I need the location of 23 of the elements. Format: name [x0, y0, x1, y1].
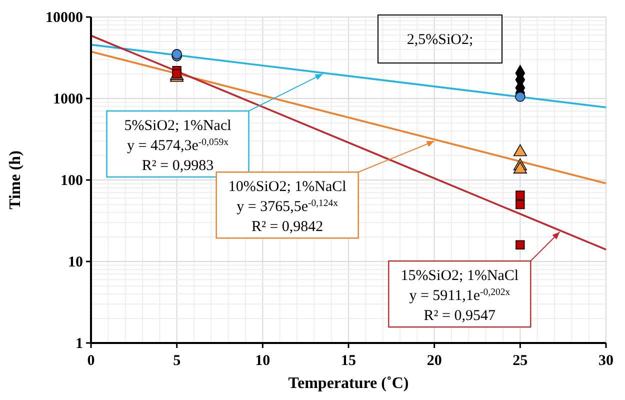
x-axis-title: Temperature (˚C) [288, 375, 409, 392]
point [516, 240, 525, 250]
x-tick-label: 5 [173, 353, 181, 369]
point [516, 200, 525, 210]
x-tick-label: 10 [255, 353, 270, 369]
point [515, 92, 526, 102]
point [516, 190, 525, 200]
annotation: 5%SiO2; 1%Nacl y = 4574,3e$^{-0,059x}$ R² = 0,9983 [124, 118, 232, 174]
x-tick-label: 20 [426, 353, 442, 369]
point [172, 69, 182, 79]
annotation: 2,5%SiO2; [406, 32, 474, 48]
y-tick-label: 1 [76, 336, 83, 352]
y-tick-label: 10 [68, 254, 83, 270]
y-axis-title: Time (h) [7, 150, 24, 210]
y-tick-label: 10000 [46, 10, 83, 26]
x-tick-label: 25 [512, 353, 528, 369]
y-tick-label: 1000 [53, 92, 83, 108]
x-tick-label: 30 [598, 353, 614, 369]
annotation: 10%SiO2; 1%NaCl y = 3765,5e$^{-0,124x}$ R² = 0,9842 [228, 179, 346, 236]
x-tick-label: 15 [341, 353, 356, 369]
y-tick-label: 100 [60, 173, 83, 189]
x-tick-label: 0 [87, 353, 95, 369]
annotation: 15%SiO2; 1%NaCl y = 5911,1e$^{-0,202x}$ R² = 0,9547 [400, 268, 519, 324]
